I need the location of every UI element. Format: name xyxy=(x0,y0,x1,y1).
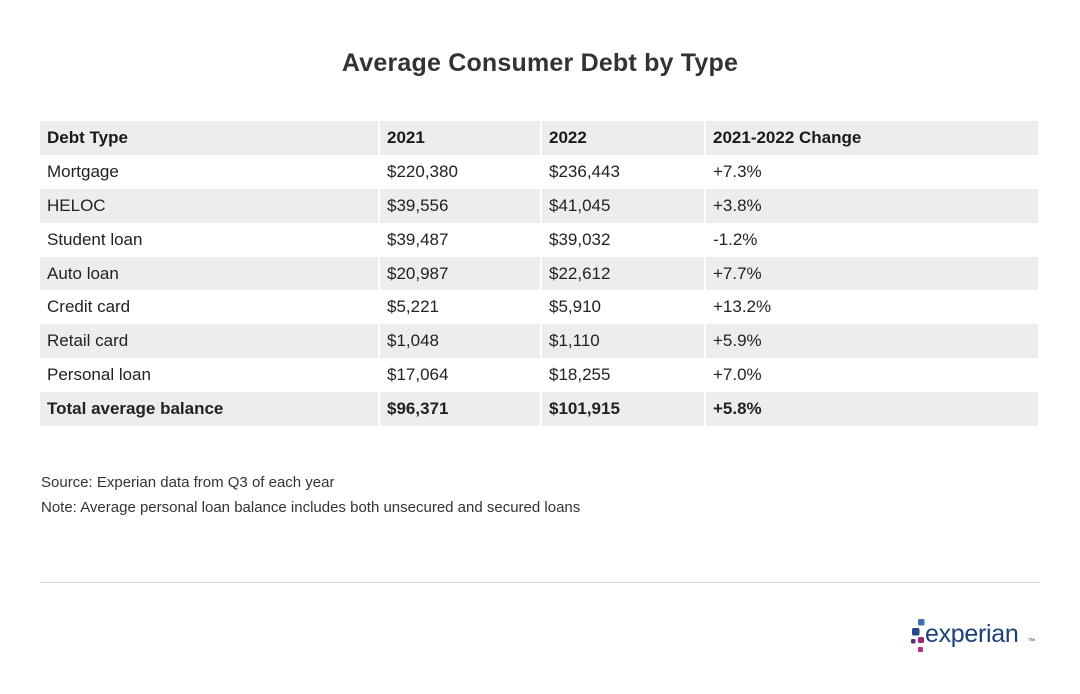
table-cell: +7.0% xyxy=(713,365,762,385)
column-header: Debt Type xyxy=(40,121,380,155)
table-cell: Student loan xyxy=(40,222,380,257)
trademark-mark: ™ xyxy=(1028,638,1035,645)
logo-dot-pink xyxy=(918,647,923,652)
table-cell: +7.3% xyxy=(713,161,762,181)
experian-dots-icon xyxy=(911,619,925,652)
table-cell: $41,045 xyxy=(542,188,706,223)
table-cell: $236,443 xyxy=(542,154,706,189)
table-cell: $39,032 xyxy=(542,222,706,257)
table-total-row: Total average balance $96,371 $101,915 +… xyxy=(40,392,1038,427)
note-text: Note: Average personal loan balance incl… xyxy=(41,499,581,516)
table-cell: $96,371 xyxy=(380,392,542,427)
column-header: 2022 xyxy=(542,121,706,155)
table-cell: $1,110 xyxy=(542,324,706,359)
logo-wordmark: experian xyxy=(925,620,1019,648)
logo-dot-blue xyxy=(912,628,920,636)
table-cell: $17,064 xyxy=(380,358,542,393)
table-cell: Total average balance xyxy=(40,392,380,427)
table-row: Auto loan $20,987 $22,612 +7.7% xyxy=(40,256,1038,291)
table-row: Retail card $1,048 $1,110 +5.9% xyxy=(40,324,1038,359)
source-note: Source: Experian data from Q3 of each ye… xyxy=(41,474,335,491)
table-row: Mortgage $220,380 $236,443 +7.3% xyxy=(40,154,1038,189)
table-cell: $18,255 xyxy=(542,358,706,393)
logo-dot-magenta xyxy=(918,637,924,643)
table-cell: $39,556 xyxy=(380,188,542,223)
table-cell: Credit card xyxy=(40,290,380,325)
table-row: Credit card $5,221 $5,910 +13.2% xyxy=(40,290,1038,325)
column-header: 2021 xyxy=(380,121,542,155)
table-cell: Mortgage xyxy=(40,154,380,189)
table-cell: $20,987 xyxy=(380,256,542,291)
table-cell: Personal loan xyxy=(40,358,380,393)
column-header: 2021-2022 Change xyxy=(706,121,1038,155)
table-cell: -1.2% xyxy=(713,229,758,249)
table-cell: HELOC xyxy=(40,188,380,223)
table-cell: Retail card xyxy=(40,324,380,359)
table-cell: $22,612 xyxy=(542,256,706,291)
chart-title: Average Consumer Debt by Type xyxy=(341,49,739,77)
table-row: Student loan $39,487 $39,032 -1.2% xyxy=(40,222,1038,257)
logo-dot-blue-light xyxy=(918,619,925,626)
debt-table: Debt Type 2021 2022 2021-2022 Change Mor… xyxy=(40,121,1038,427)
footnotes: Source: Experian data from Q3 of each ye… xyxy=(41,470,580,520)
divider xyxy=(40,582,1040,583)
experian-logo: experian ™ xyxy=(910,616,1040,662)
table-cell: $220,380 xyxy=(380,154,542,189)
table-cell: $5,221 xyxy=(380,290,542,325)
table-cell: $5,910 xyxy=(542,290,706,325)
table-row: Personal loan $17,064 $18,255 +7.0% xyxy=(40,358,1038,393)
table-cell: Auto loan xyxy=(40,256,380,291)
table-cell: +5.8% xyxy=(706,392,1038,427)
table-row: HELOC $39,556 $41,045 +3.8% xyxy=(40,188,1038,223)
table-header-row: Debt Type 2021 2022 2021-2022 Change xyxy=(40,121,1038,155)
table-cell: +3.8% xyxy=(706,188,1038,223)
table-cell: +13.2% xyxy=(713,297,772,317)
table-cell: +7.7% xyxy=(706,256,1038,291)
table-cell: $39,487 xyxy=(380,222,542,257)
table-cell: $101,915 xyxy=(542,392,706,427)
table-cell: +5.9% xyxy=(706,324,1038,359)
table-cell: $1,048 xyxy=(380,324,542,359)
table-body: Mortgage $220,380 $236,443 +7.3% HELOC $… xyxy=(40,154,1038,427)
logo-dot-purple xyxy=(911,639,916,644)
